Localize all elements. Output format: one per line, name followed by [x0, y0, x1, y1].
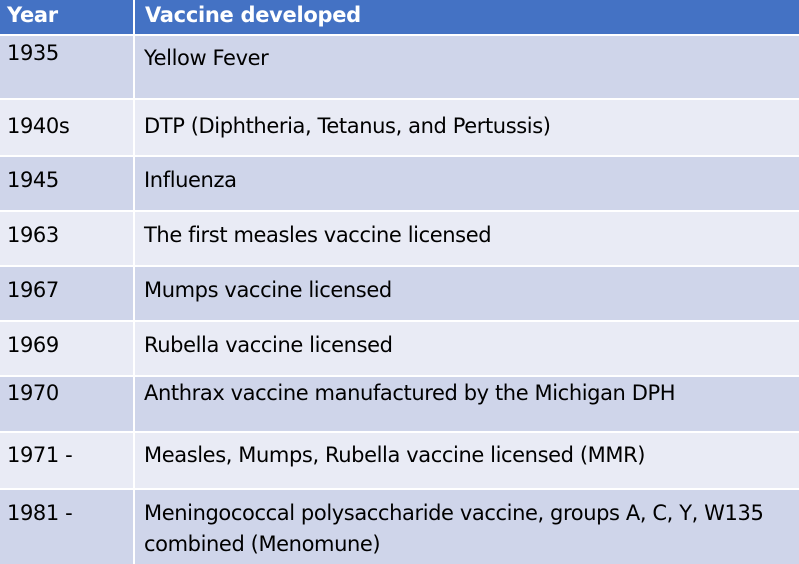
- table-row: 1981 - Meningococcal polysaccharide vacc…: [0, 489, 799, 564]
- header-row: Year Vaccine developed: [0, 0, 799, 35]
- table-header: Year Vaccine developed: [0, 0, 799, 35]
- vaccine-cell: Yellow Fever: [133, 35, 799, 99]
- year-cell: 1981 -: [7, 501, 73, 525]
- year-cell: 1971 -: [7, 443, 73, 467]
- year-cell: 1963: [7, 223, 59, 247]
- table-row: 1970 Anthrax vaccine manufactured by the…: [0, 376, 799, 432]
- table-row: 1945 Influenza: [0, 156, 799, 211]
- table-row: 1963 The first measles vaccine licensed: [0, 211, 799, 266]
- year-cell: 1935: [7, 41, 59, 65]
- vaccine-cell: Measles, Mumps, Rubella vaccine licensed…: [133, 432, 799, 489]
- table-row: 1969 Rubella vaccine licensed: [0, 321, 799, 376]
- table-body: 1935 Yellow Fever 1940s DTP (Diphtheria,…: [0, 35, 799, 564]
- vaccine-cell: The first measles vaccine licensed: [133, 211, 799, 266]
- year-cell: 1970: [7, 381, 59, 405]
- table-row: 1940s DTP (Diphtheria, Tetanus, and Pert…: [0, 99, 799, 156]
- vaccine-cell: DTP (Diphtheria, Tetanus, and Pertussis): [133, 99, 799, 156]
- table-row: 1967 Mumps vaccine licensed: [0, 266, 799, 321]
- table-row: 1935 Yellow Fever: [0, 35, 799, 99]
- table-row: 1971 - Measles, Mumps, Rubella vaccine l…: [0, 432, 799, 489]
- year-cell: 1969: [7, 333, 59, 357]
- vaccine-cell: Meningococcal polysaccharide vaccine, gr…: [133, 489, 799, 564]
- vaccine-cell: Mumps vaccine licensed: [133, 266, 799, 321]
- vaccine-cell: Influenza: [133, 156, 799, 211]
- year-cell: 1940s: [7, 114, 70, 138]
- year-column-header: Year: [7, 3, 58, 27]
- year-cell: 1967: [7, 278, 59, 302]
- vaccine-cell: Anthrax vaccine manufactured by the Mich…: [133, 376, 799, 432]
- year-cell: 1945: [7, 168, 59, 192]
- vaccine-column-header: Vaccine developed: [133, 0, 799, 35]
- vaccine-cell: Rubella vaccine licensed: [133, 321, 799, 376]
